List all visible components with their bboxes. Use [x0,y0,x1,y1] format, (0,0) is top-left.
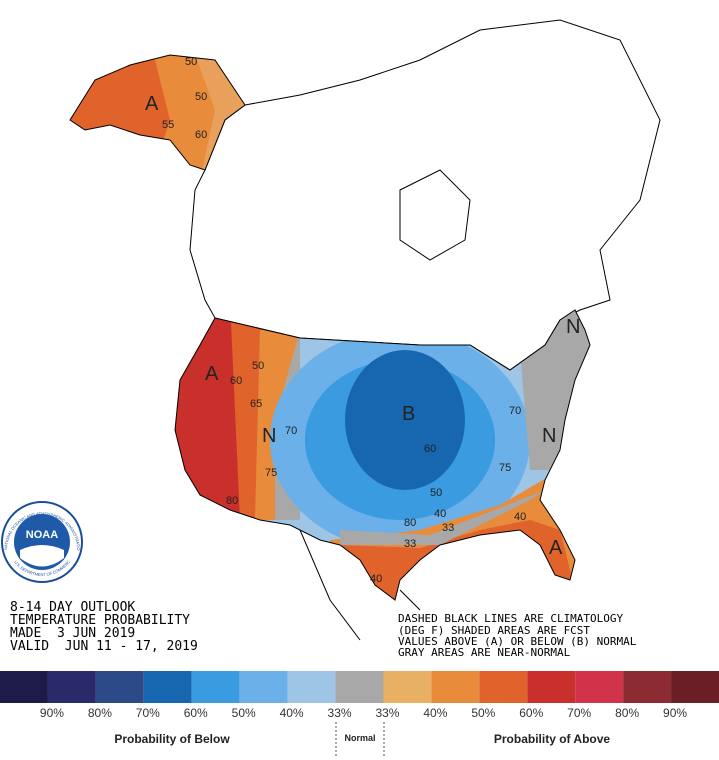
map-label: 70 [285,425,297,437]
legend-label: 80% [88,706,112,720]
map-label: 80 [404,517,416,529]
map-label: 33 [442,522,454,534]
legend-label: 40% [280,706,304,720]
legend-swatch [143,671,192,703]
map-label: 60 [195,129,207,141]
legend-swatch [47,671,96,703]
note-line: DASHED BLACK LINES ARE CLIMATOLOGY [398,612,624,625]
legend-swatch [431,671,480,703]
legend-swatch [479,671,528,703]
legend-swatch [191,671,240,703]
legend-swatch [335,671,384,703]
map-label: 70 [509,405,521,417]
legend-swatch [0,671,48,703]
logo-name: NOAA [26,529,58,541]
map-label: 50 [185,56,197,68]
legend-label: 40% [423,706,447,720]
legend-swatch [239,671,288,703]
map-label: N [566,316,580,338]
legend-swatch [383,671,432,703]
note-line: GRAY AREAS ARE NEAR-NORMAL [398,646,571,659]
legend-label: 80% [615,706,639,720]
map-label: 80 [226,495,238,507]
header: 8-14 DAY OUTLOOK TEMPERATURE PROBABILITY… [10,600,198,654]
alaska [69,54,246,171]
legend-label: 90% [40,706,64,720]
legend: 90% 80% 70% 60% 50% 40% 33% 33% 40% 50% 60% 70% 80% 9… [0,671,719,720]
legend-swatch [671,671,719,703]
legend-swatch [575,671,624,703]
legend-label: 90% [663,706,687,720]
map-label: N [542,425,556,447]
logo-wave [20,545,64,567]
header-line: TEMPERATURE PROBABILITY [10,613,190,628]
map-label: A [549,537,563,559]
legend-label: 70% [136,706,160,720]
header-line: MADE 3 JUN 2019 [10,626,135,641]
map-label: 50 [195,91,207,103]
note-line: VALUES ABOVE (A) OR BELOW (B) NORMAL [398,635,637,648]
map-label: 75 [265,467,277,479]
map-label: B [402,403,415,425]
hudson-bay [399,169,471,261]
legend-label: 50% [232,706,256,720]
legend-swatch [623,671,672,703]
legend-label: 60% [184,706,208,720]
usa [174,309,591,601]
map-label: N [262,425,276,447]
header-line: VALID JUN 11 - 17, 2019 [10,639,198,654]
legend-label: 60% [519,706,543,720]
map-label: 33 [404,538,416,550]
legend-group: Probability of Below [114,732,230,746]
legend-label: 70% [567,706,591,720]
legend-swatch [287,671,336,703]
map-label: 50 [252,360,264,372]
map-label: 40 [514,511,526,523]
map-label: A [145,93,159,115]
note-line: (DEG F) SHADED AREAS ARE FCST [398,624,590,637]
map-label: 75 [499,462,511,474]
legend-label: 33% [328,706,352,720]
legend-label: 33% [375,706,399,720]
map-label: 40 [434,508,446,520]
map-label: 55 [162,119,174,131]
map-label: 65 [250,398,262,410]
map-label: 50 [430,487,442,499]
legend-group: Normal [344,733,375,743]
legend-swatch [527,671,576,703]
notes: DASHED BLACK LINES ARE CLIMATOLOGY (DEG … [398,612,637,659]
map-label: 60 [230,375,242,387]
mexico-outline [299,529,421,641]
legend-group: Probability of Above [494,732,611,746]
map-label: A [205,363,219,385]
map-label: 40 [370,573,382,585]
legend-swatch [95,671,144,703]
header-line: 8-14 DAY OUTLOOK [10,600,135,615]
legend-label: 50% [471,706,495,720]
map-label: 60 [424,443,436,455]
